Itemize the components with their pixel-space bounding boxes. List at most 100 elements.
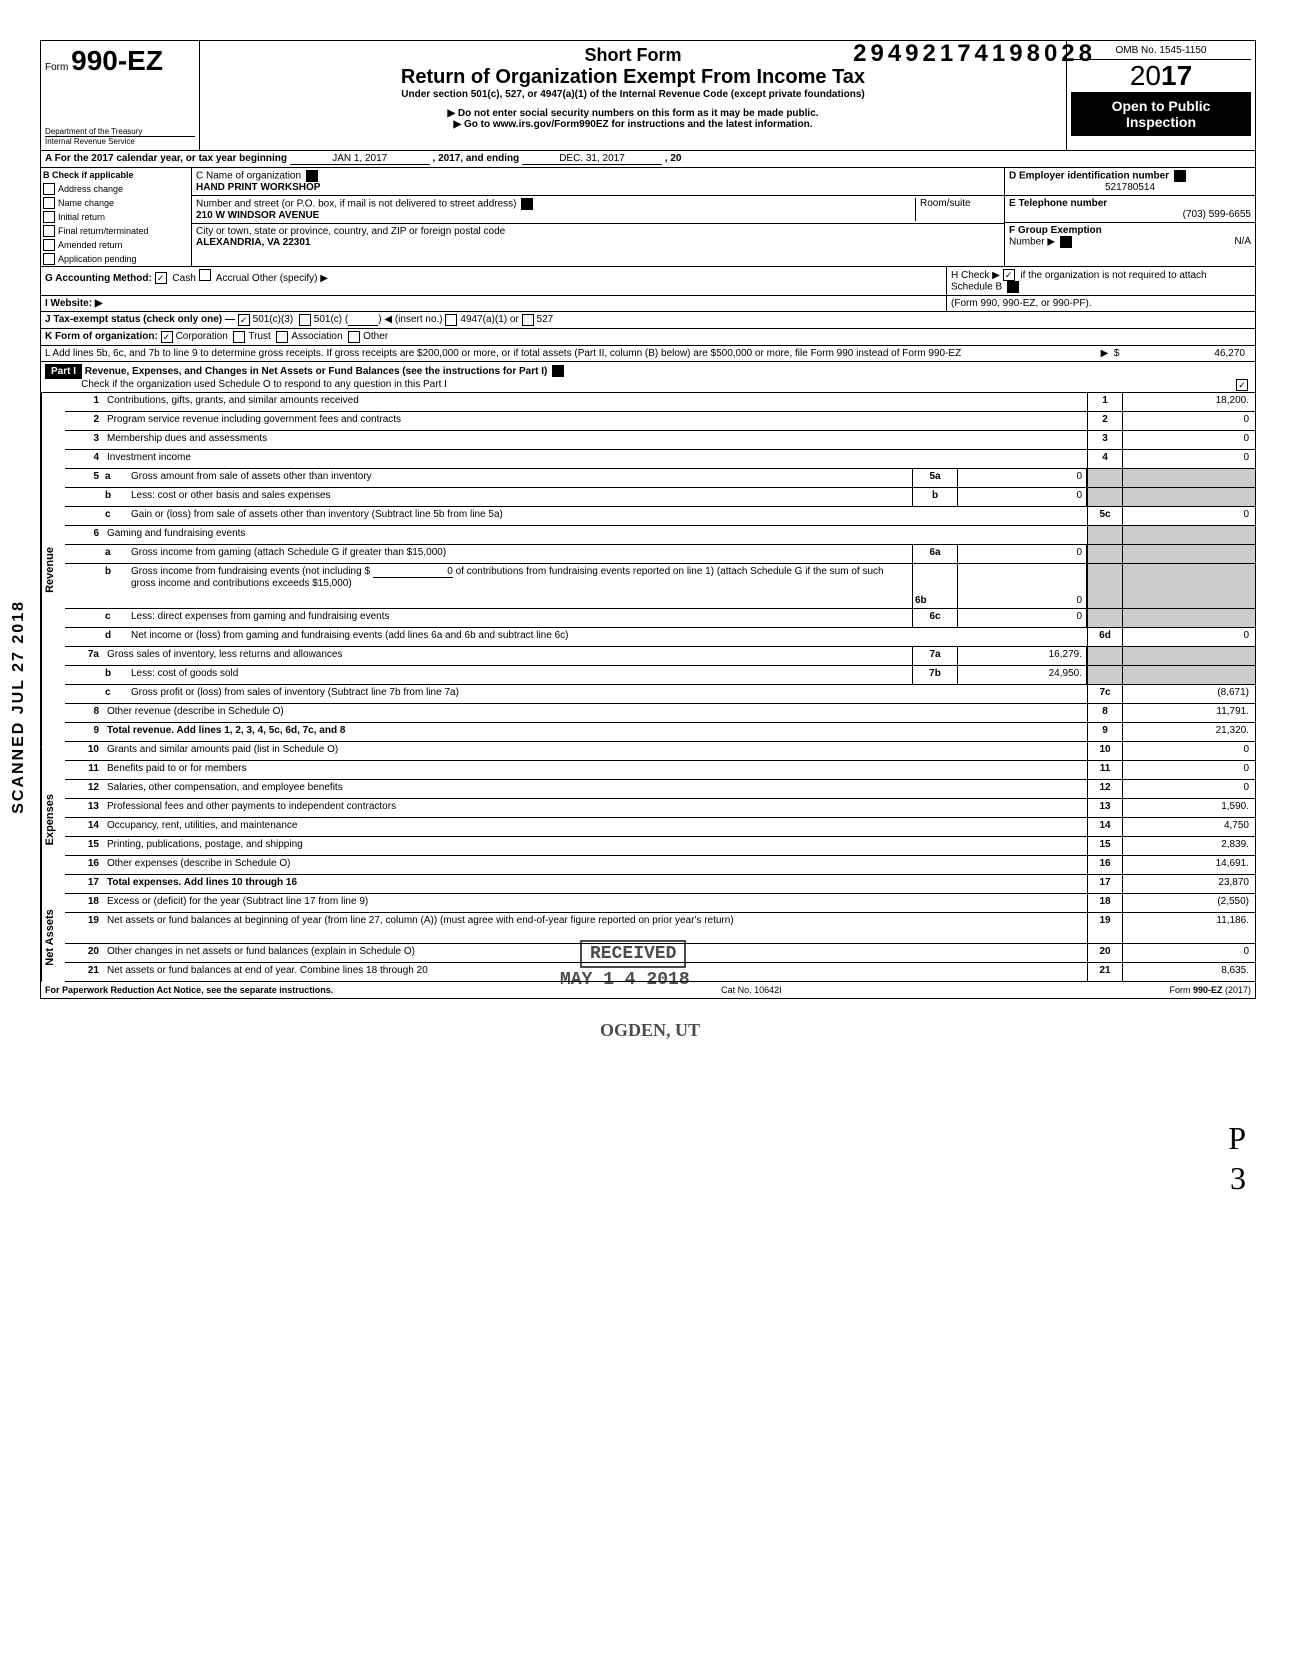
form-id-box: Form 990-EZ Department of the Treasury I…: [41, 41, 200, 150]
check-527[interactable]: [522, 314, 534, 326]
footer-formref: Form 990-EZ (2017): [1169, 985, 1251, 995]
section-b-checks: B Check if applicable Address change Nam…: [41, 168, 192, 266]
line-9: 9 Total revenue. Add lines 1, 2, 3, 4, 5…: [65, 723, 1255, 742]
revenue-label: Revenue: [41, 393, 65, 747]
form-990ez: Form 990-EZ Department of the Treasury I…: [40, 40, 1256, 999]
c-label: C Name of organization: [196, 171, 301, 182]
part1-title: Revenue, Expenses, and Changes in Net As…: [85, 366, 548, 377]
line-6: 6 Gaming and fundraising events: [65, 526, 1255, 545]
line-2-value[interactable]: 0: [1122, 412, 1255, 430]
line-16-value[interactable]: 14,691.: [1122, 856, 1255, 874]
check-cash[interactable]: ✓: [155, 272, 167, 284]
check-4947[interactable]: [445, 314, 457, 326]
help-icon: [1174, 170, 1186, 182]
line-12-value[interactable]: 0: [1122, 780, 1255, 798]
line-12: 12 Salaries, other compensation, and emp…: [65, 780, 1255, 799]
received-date-stamp: MAY 1 4 2018: [560, 970, 690, 990]
check-initial[interactable]: [43, 211, 55, 223]
check-amended[interactable]: [43, 239, 55, 251]
l-text: L Add lines 5b, 6c, and 7b to line 9 to …: [45, 348, 1095, 359]
subtitle-ssn: ▶ Do not enter social security numbers o…: [204, 108, 1062, 119]
check-schedule-b[interactable]: ✓: [1003, 269, 1015, 281]
line-15: 15 Printing, publications, postage, and …: [65, 837, 1255, 856]
line-20-value[interactable]: 0: [1122, 944, 1255, 962]
city-label: City or town, state or province, country…: [196, 226, 505, 237]
check-pending[interactable]: [43, 253, 55, 265]
line-7b: b Less: cost of goods sold 7b 24,950.: [65, 666, 1255, 685]
subtitle-url: ▶ Go to www.irs.gov/Form990EZ for instru…: [204, 119, 1062, 130]
room-suite-label: Room/suite: [915, 198, 1000, 221]
check-501c3[interactable]: ✓: [238, 314, 250, 326]
line-5c-value[interactable]: 0: [1122, 507, 1255, 525]
scanned-stamp: SCANNED JUL 27 2018: [10, 600, 28, 814]
line-6b: b Gross income from fundraising events (…: [65, 564, 1255, 609]
group-exemption[interactable]: N/A: [1234, 236, 1251, 247]
footer-catno: Cat No. 10642I: [721, 985, 782, 995]
dln-number: 29492174198028: [853, 40, 1096, 68]
line-18-value[interactable]: (2,550): [1122, 894, 1255, 912]
line-1-value[interactable]: 18,200.: [1122, 393, 1255, 411]
check-trust[interactable]: [233, 331, 245, 343]
phone[interactable]: (703) 599-6655: [1009, 209, 1251, 220]
ein[interactable]: 521780514: [1009, 182, 1251, 193]
footer-paperwork: For Paperwork Reduction Act Notice, see …: [45, 985, 333, 995]
line-11-value[interactable]: 0: [1122, 761, 1255, 779]
line-3-value[interactable]: 0: [1122, 431, 1255, 449]
line-13-value[interactable]: 1,590.: [1122, 799, 1255, 817]
main-title: Return of Organization Exempt From Incom…: [204, 66, 1062, 89]
f-label: F Group Exemption: [1009, 225, 1102, 236]
check-schedule-o[interactable]: ✓: [1236, 379, 1248, 391]
line-10-value[interactable]: 0: [1122, 742, 1255, 760]
j-label: J Tax-exempt status (check only one) —: [45, 314, 235, 326]
org-name[interactable]: HAND PRINT WORKSHOP: [196, 182, 320, 193]
net-assets-label: Net Assets: [41, 893, 65, 982]
ogden-stamp: OGDEN, UT: [600, 1020, 700, 1041]
check-accrual[interactable]: [199, 269, 211, 281]
check-name[interactable]: [43, 197, 55, 209]
form-label: Form: [45, 62, 68, 73]
check-final[interactable]: [43, 225, 55, 237]
help-icon: [1060, 236, 1072, 248]
line-8-value[interactable]: 11,791.: [1122, 704, 1255, 722]
check-other[interactable]: [348, 331, 360, 343]
year-end[interactable]: DEC. 31, 2017: [522, 153, 662, 165]
line-9-value[interactable]: 21,320.: [1122, 723, 1255, 741]
line-3: 3 Membership dues and assessments 3 0: [65, 431, 1255, 450]
part1-label: Part I: [45, 364, 82, 379]
line-7c-value[interactable]: (8,671): [1122, 685, 1255, 703]
city-state-zip[interactable]: ALEXANDRIA, VA 22301: [196, 237, 310, 248]
check-501c[interactable]: [299, 314, 311, 326]
street-address[interactable]: 210 W WINDSOR AVENUE: [196, 210, 319, 221]
expenses-label: Expenses: [41, 747, 65, 893]
open-public-badge: Open to Public Inspection: [1071, 92, 1251, 136]
check-assoc[interactable]: [276, 331, 288, 343]
line-14-value[interactable]: 4,750: [1122, 818, 1255, 836]
line-21-value[interactable]: 8,635.: [1122, 963, 1255, 981]
subtitle-code: Under section 501(c), 527, or 4947(a)(1)…: [204, 89, 1062, 100]
check-address[interactable]: [43, 183, 55, 195]
line-4: 4 Investment income 4 0: [65, 450, 1255, 469]
line-8: 8 Other revenue (describe in Schedule O)…: [65, 704, 1255, 723]
section-a-year: A For the 2017 calendar year, or tax yea…: [41, 151, 1255, 168]
h-form-ref: (Form 990, 990-EZ, or 990-PF).: [946, 296, 1255, 311]
line-16: 16 Other expenses (describe in Schedule …: [65, 856, 1255, 875]
line-11: 11 Benefits paid to or for members 11 0: [65, 761, 1255, 780]
dept-treasury: Department of the Treasury: [45, 127, 195, 136]
l-gross-receipts[interactable]: 46,270: [1125, 348, 1251, 359]
help-icon: [521, 198, 533, 210]
line-6d-value[interactable]: 0: [1122, 628, 1255, 646]
line-15-value[interactable]: 2,839.: [1122, 837, 1255, 855]
line-4-value[interactable]: 0: [1122, 450, 1255, 468]
check-corp[interactable]: ✓: [161, 331, 173, 343]
year-begin[interactable]: JAN 1, 2017: [290, 153, 430, 165]
line-17-value[interactable]: 23,870: [1122, 875, 1255, 893]
e-label: E Telephone number: [1009, 198, 1107, 209]
received-stamp: RECEIVED: [580, 940, 686, 968]
i-website-label: I Website: ▶: [45, 298, 103, 309]
line-14: 14 Occupancy, rent, utilities, and maint…: [65, 818, 1255, 837]
line-b-value[interactable]: 0: [958, 488, 1087, 506]
part1-check-text: Check if the organization used Schedule …: [81, 379, 447, 390]
line-5a-value[interactable]: 0: [958, 469, 1087, 487]
irs-label: Internal Revenue Service: [45, 136, 195, 146]
line-6c: c Less: direct expenses from gaming and …: [65, 609, 1255, 628]
